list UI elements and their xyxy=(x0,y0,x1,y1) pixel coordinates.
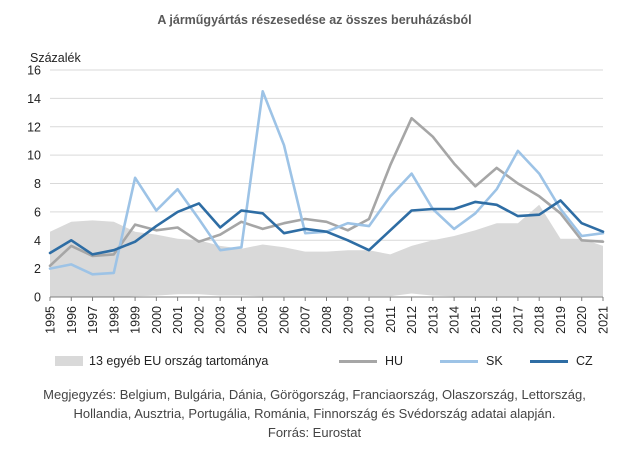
legend-label-sk: SK xyxy=(486,354,503,368)
x-tick-2004: 2004 xyxy=(235,306,249,334)
x-tick-2013: 2013 xyxy=(426,306,440,334)
legend-swatch-cz xyxy=(530,359,568,363)
range-area xyxy=(50,204,603,297)
x-tick-2017: 2017 xyxy=(511,306,525,334)
legend-item-cz: CZ xyxy=(530,352,593,370)
y-tick-16: 16 xyxy=(27,64,41,78)
legend-item-sk: SK xyxy=(440,352,503,370)
footnote: Megjegyzés: Belgium, Bulgária, Dánia, Gö… xyxy=(0,385,629,442)
x-tick-2011: 2011 xyxy=(384,306,398,333)
legend-item-range: 13 egyéb EU ország tartománya xyxy=(55,352,268,370)
legend-label-range: 13 egyéb EU ország tartománya xyxy=(89,354,269,368)
x-tick-2009: 2009 xyxy=(341,306,355,334)
x-tick-2021: 2021 xyxy=(597,306,611,334)
footnote-line-3: Forrás: Eurostat xyxy=(267,425,362,440)
y-tick-6: 6 xyxy=(34,205,41,219)
x-tick-2010: 2010 xyxy=(363,306,377,334)
legend-label-hu: HU xyxy=(385,354,404,368)
x-tick-2014: 2014 xyxy=(448,306,462,334)
legend: 13 egyéb EU ország tartománya HU SK CZ xyxy=(55,352,615,370)
y-tick-0: 0 xyxy=(34,291,41,305)
series-line-hu xyxy=(48,116,605,268)
x-tick-2001: 2001 xyxy=(171,306,185,334)
x-tick-1999: 1999 xyxy=(129,306,143,334)
footnote-line-2: Hollandia, Ausztria, Portugália, Románia… xyxy=(73,406,556,421)
range-area-band xyxy=(50,204,603,297)
x-tick-2000: 2000 xyxy=(150,306,164,334)
y-tick-4: 4 xyxy=(34,234,41,248)
y-tick-labels: 0 2 4 6 8 10 12 14 16 xyxy=(27,64,41,305)
x-tick-2020: 2020 xyxy=(575,306,589,334)
chart-title: A járműgyártás részesedése az összes ber… xyxy=(157,13,472,27)
y-tick-12: 12 xyxy=(27,120,41,134)
x-tick-2002: 2002 xyxy=(192,306,206,334)
legend-swatch-range xyxy=(55,356,83,366)
x-tick-1998: 1998 xyxy=(107,306,121,334)
x-tick-2015: 2015 xyxy=(469,306,483,334)
x-tick-2005: 2005 xyxy=(256,306,270,334)
y-tick-8: 8 xyxy=(34,177,41,191)
x-tick-1997: 1997 xyxy=(86,306,100,334)
series-lines xyxy=(48,90,605,276)
y-tick-14: 14 xyxy=(27,92,41,106)
series-line-cz xyxy=(48,199,605,256)
x-tick-2003: 2003 xyxy=(214,306,228,334)
x-tick-1995: 1995 xyxy=(44,306,58,334)
x-tick-2008: 2008 xyxy=(320,306,334,334)
y-tick-2: 2 xyxy=(34,262,41,276)
x-tick-labels: 1995 1996 1997 1998 1999 2000 2001 2002 2003 2004… xyxy=(44,306,611,334)
y-tick-10: 10 xyxy=(27,149,41,163)
x-tick-2016: 2016 xyxy=(490,306,504,334)
x-tick-2019: 2019 xyxy=(554,306,568,334)
legend-item-hu: HU xyxy=(339,352,403,370)
x-tick-2007: 2007 xyxy=(299,306,313,334)
legend-label-cz: CZ xyxy=(576,354,593,368)
x-tick-2006: 2006 xyxy=(278,306,292,334)
legend-swatch-hu xyxy=(339,359,377,363)
footnote-line-1: Megjegyzés: Belgium, Bulgária, Dánia, Gö… xyxy=(43,387,586,402)
legend-swatch-sk xyxy=(440,359,478,363)
y-unit-label: Százalék xyxy=(30,51,81,65)
axes xyxy=(49,296,604,301)
x-tick-2018: 2018 xyxy=(533,306,547,334)
x-tick-2012: 2012 xyxy=(405,306,419,334)
x-tick-1996: 1996 xyxy=(65,306,79,334)
